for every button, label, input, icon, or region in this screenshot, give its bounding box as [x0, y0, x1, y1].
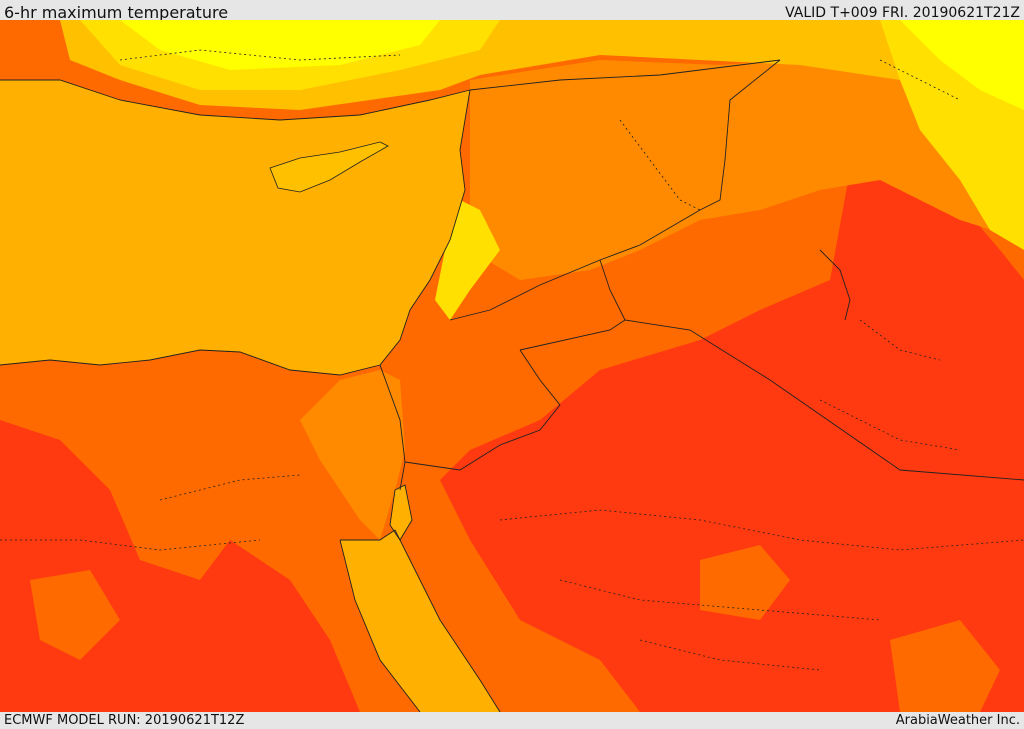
valid-time: VALID T+009 FRI. 20190621T21Z — [785, 5, 1020, 21]
hot-zone-iraq — [440, 170, 1024, 712]
coastlines — [0, 79, 851, 712]
country-borders — [379, 59, 1024, 491]
map-title: 6-hr maximum temperature — [4, 3, 229, 22]
turkey-east-coolest — [900, 20, 1024, 110]
sinai — [300, 370, 405, 540]
warm-patch-se — [890, 620, 1000, 712]
footer-bar: ECMWF MODEL RUN: 20190621T12Z ArabiaWeat… — [0, 712, 1024, 729]
admin-lines — [0, 49, 1024, 671]
header-bar: 6-hr maximum temperature VALID T+009 FRI… — [0, 0, 1024, 22]
gulf-area — [960, 390, 1024, 440]
syria-band — [470, 60, 1024, 280]
turkey-coolest — [120, 20, 440, 70]
warm-patch-sw — [30, 570, 120, 660]
credit-label: ArabiaWeather Inc. — [895, 713, 1020, 728]
model-run-label: ECMWF MODEL RUN: 20190621T12Z — [4, 713, 245, 728]
mediterranean-sea — [0, 80, 470, 375]
red-sea — [340, 530, 500, 712]
warm-patch-east — [700, 545, 790, 620]
gulf-aqaba — [390, 485, 412, 540]
temperature-map[interactable] — [0, 20, 1024, 712]
cyprus — [269, 141, 389, 193]
